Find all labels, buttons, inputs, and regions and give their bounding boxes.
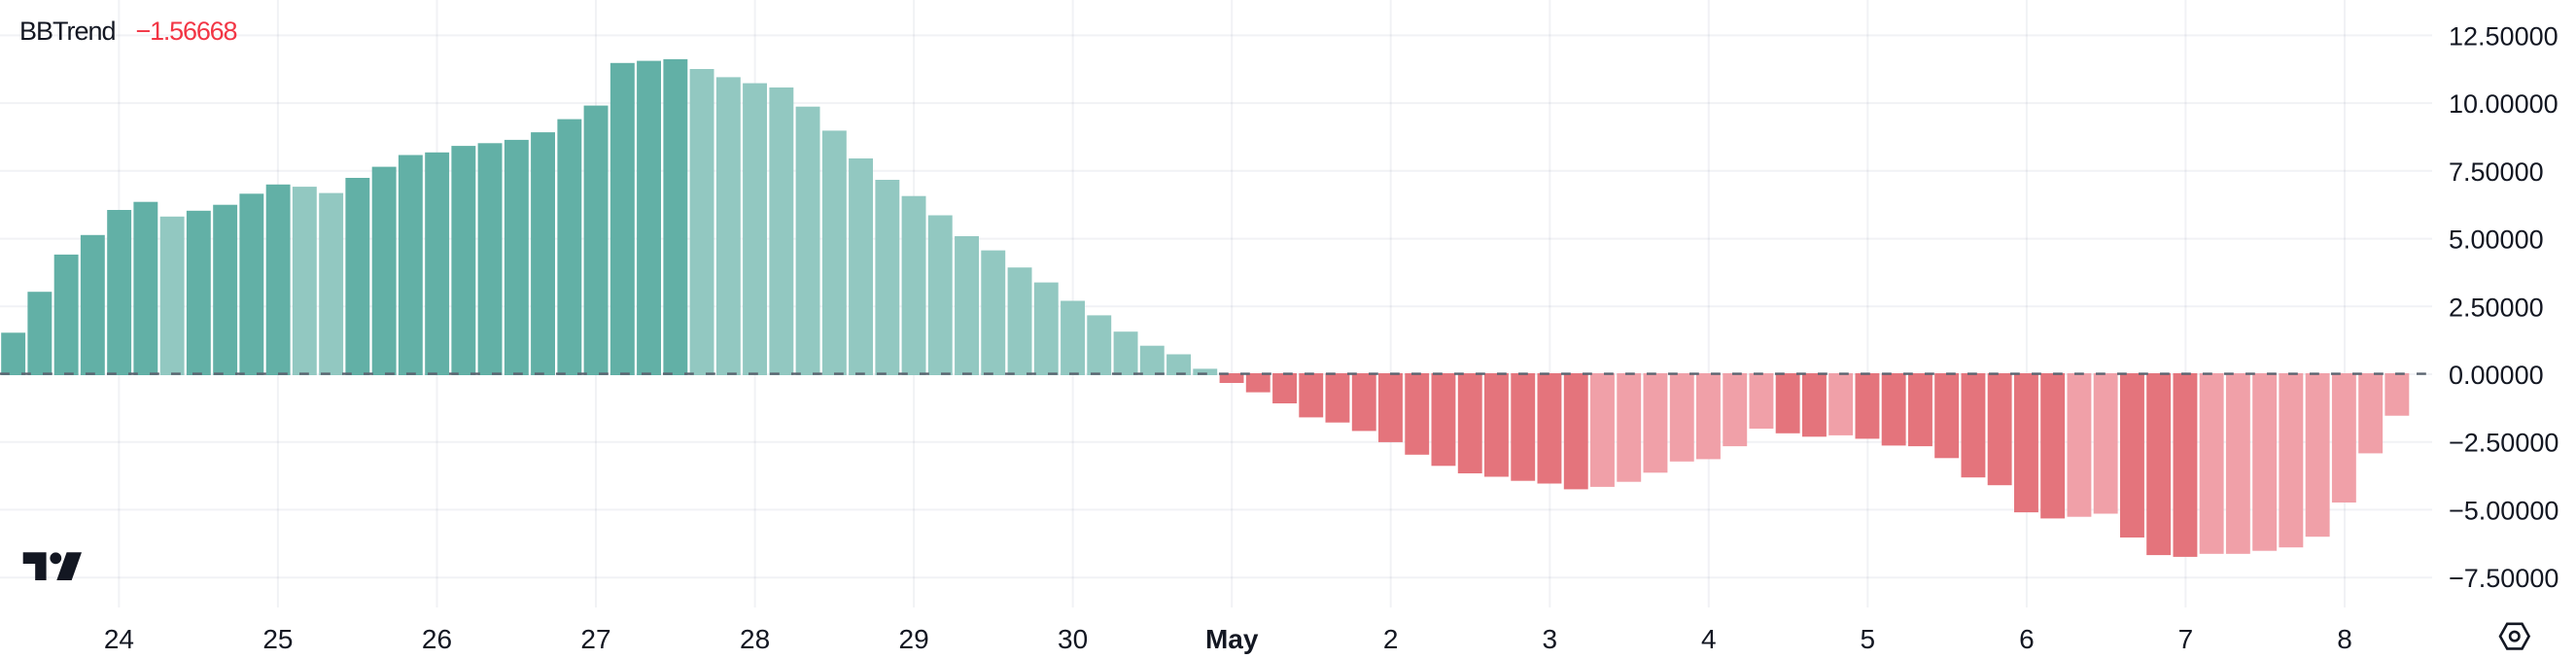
svg-text:BBTrend: BBTrend	[19, 17, 116, 46]
svg-text:12.50000: 12.50000	[2449, 21, 2559, 51]
svg-text:7: 7	[2178, 624, 2194, 654]
svg-text:29: 29	[899, 624, 929, 654]
svg-text:25: 25	[262, 624, 293, 654]
svg-text:−2.50000: −2.50000	[2449, 429, 2559, 458]
svg-text:2: 2	[1383, 624, 1399, 654]
svg-text:30: 30	[1058, 624, 1088, 654]
svg-text:28: 28	[740, 624, 770, 654]
svg-text:0.00000: 0.00000	[2449, 361, 2544, 390]
svg-text:3: 3	[1543, 624, 1558, 654]
svg-text:26: 26	[422, 624, 452, 654]
svg-text:5: 5	[1861, 624, 1876, 654]
svg-text:5.00000: 5.00000	[2449, 225, 2544, 255]
svg-text:24: 24	[104, 624, 134, 654]
svg-text:−5.00000: −5.00000	[2449, 496, 2559, 525]
svg-text:−1.56668: −1.56668	[136, 17, 237, 46]
svg-text:8: 8	[2337, 624, 2352, 654]
svg-text:7.50000: 7.50000	[2449, 157, 2544, 187]
svg-text:10.00000: 10.00000	[2449, 89, 2559, 119]
svg-text:6: 6	[2019, 624, 2035, 654]
svg-text:−7.50000: −7.50000	[2449, 564, 2559, 593]
svg-text:4: 4	[1701, 624, 1717, 654]
svg-text:27: 27	[580, 624, 610, 654]
svg-text:2.50000: 2.50000	[2449, 293, 2544, 322]
svg-text:May: May	[1205, 624, 1259, 654]
